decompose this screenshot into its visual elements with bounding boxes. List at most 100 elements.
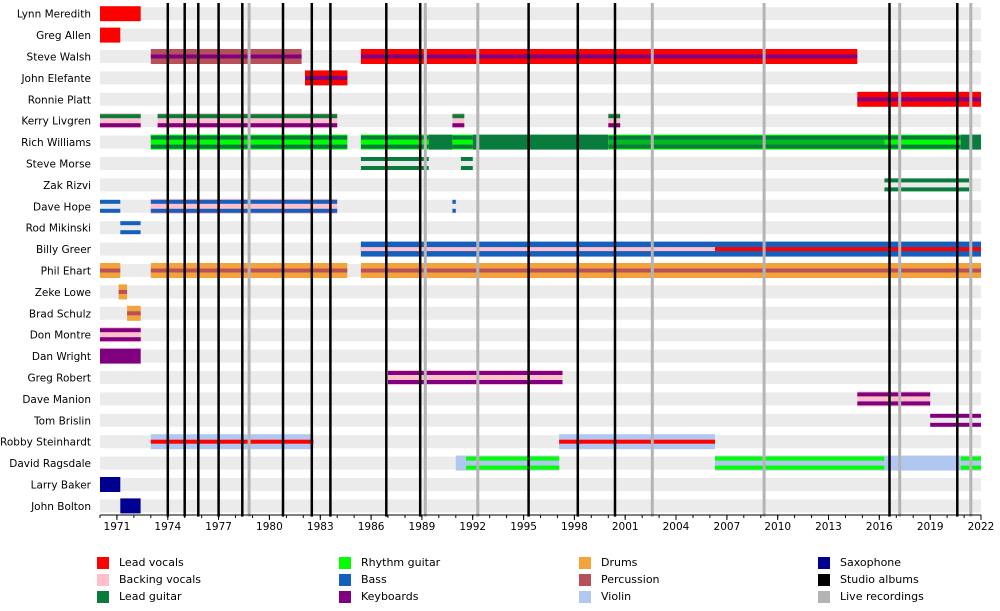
role-line — [930, 413, 981, 418]
row-background — [100, 392, 981, 406]
row-background — [100, 92, 981, 106]
member-label: Billy Greer — [36, 244, 92, 256]
x-tick-label: 2010 — [764, 521, 791, 533]
x-tick-label: 2016 — [866, 521, 893, 533]
role-stripe — [127, 311, 141, 316]
member-label: Don Montre — [30, 330, 91, 342]
role-line — [120, 221, 141, 226]
role-bar — [100, 348, 141, 364]
role-stripe — [857, 97, 981, 102]
legend-swatch — [818, 590, 830, 603]
member-label: Larry Baker — [31, 480, 92, 492]
role-line — [100, 337, 141, 342]
legend-swatch — [579, 556, 591, 569]
role-line — [857, 401, 931, 406]
release-lines — [166, 3, 973, 517]
member-label: John Bolton — [30, 501, 91, 513]
x-tick-label: 1986 — [358, 521, 385, 533]
member-label: Greg Robert — [28, 373, 92, 385]
role-stripe — [360, 247, 715, 252]
role-line — [100, 199, 121, 204]
role-line — [452, 114, 465, 119]
legend-item: Live recordings — [818, 588, 924, 605]
x-tick-label: 2007 — [714, 521, 741, 533]
legend-swatch — [579, 573, 591, 586]
role-stripe — [118, 289, 128, 294]
role-stripe — [150, 54, 302, 59]
member-label: Zak Rizvi — [43, 180, 91, 192]
row-background — [100, 499, 981, 513]
role-line — [157, 114, 338, 119]
x-tick-label: 1992 — [459, 521, 486, 533]
role-line — [100, 208, 121, 213]
role-stripe — [559, 439, 715, 444]
x-tick-label: 1977 — [205, 521, 232, 533]
role-line — [857, 392, 931, 397]
member-label: Zeke Lowe — [35, 287, 91, 299]
legend-label: Saxophone — [840, 556, 902, 569]
row-background — [100, 413, 981, 427]
row-background — [100, 71, 981, 85]
role-stripe — [100, 268, 121, 273]
row-background — [100, 306, 981, 320]
role-bar — [100, 6, 141, 22]
legend-item: Keyboards — [339, 588, 418, 605]
legend-swatch — [818, 556, 830, 569]
legend-item: Rhythm guitar — [339, 554, 440, 571]
role-tint — [608, 139, 885, 146]
role-line — [460, 157, 473, 161]
member-label: Steve Morse — [26, 159, 91, 171]
x-tick-label: 2013 — [815, 521, 842, 533]
role-line — [100, 114, 141, 119]
role-line — [608, 144, 885, 149]
role-line — [150, 199, 338, 204]
legend-label: Lead guitar — [119, 590, 182, 603]
role-bar — [455, 455, 466, 471]
row-background — [100, 157, 981, 170]
role-line — [452, 208, 456, 213]
role-stripe — [305, 75, 348, 80]
member-label: Rich Williams — [21, 137, 91, 149]
member-label: Dan Wright — [32, 351, 91, 363]
legend-item: Saxophone — [818, 554, 901, 571]
legend-item: Lead vocals — [97, 554, 184, 571]
role-line — [360, 144, 429, 149]
member-label: Brad Schulz — [29, 308, 92, 320]
row-background — [100, 328, 981, 342]
role-bar — [884, 455, 961, 471]
member-label: Lynn Meredith — [17, 9, 91, 21]
role-line — [884, 144, 961, 149]
x-tick-label: 1974 — [154, 521, 181, 533]
role-line — [360, 157, 429, 161]
x-axis: 1971 1974 1977 1980 1983 1986 1989 1992 1995 1998… — [99, 514, 995, 533]
legend-swatch — [339, 573, 351, 586]
role-bar — [100, 27, 121, 43]
legend-swatch — [97, 573, 109, 586]
row-background — [100, 178, 981, 192]
x-tick-label: 2004 — [663, 521, 690, 533]
row-background — [100, 435, 981, 449]
legend-item: Lead guitar — [97, 588, 182, 605]
member-label: Phil Ehart — [41, 266, 91, 278]
role-line — [150, 208, 338, 213]
role-line — [100, 123, 141, 128]
role-stripe — [150, 439, 314, 444]
role-bar — [428, 134, 453, 150]
x-tick-label: 1995 — [510, 521, 537, 533]
legend-label: Lead vocals — [119, 556, 184, 569]
role-line — [388, 380, 563, 384]
x-tick-label: 1983 — [307, 521, 334, 533]
x-tick-label: 2022 — [968, 521, 995, 533]
legend-label: Drums — [601, 556, 638, 569]
legend-label: Backing vocals — [119, 573, 202, 586]
member-label: Greg Allen — [36, 30, 91, 42]
legend-swatch — [818, 573, 830, 586]
legend-swatch — [97, 556, 109, 569]
role-line — [452, 199, 456, 204]
role-line — [157, 123, 338, 128]
role-line — [466, 465, 560, 470]
role-line — [884, 187, 970, 192]
role-bar — [120, 498, 141, 514]
role-bar — [100, 477, 121, 492]
x-tick-label: 1971 — [104, 521, 131, 533]
